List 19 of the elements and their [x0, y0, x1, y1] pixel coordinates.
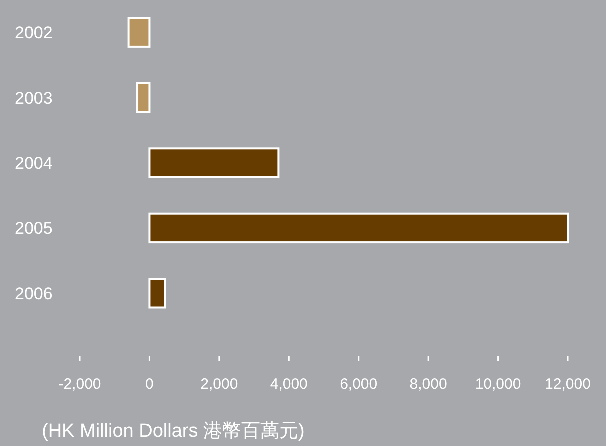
y-tick-label: 2005 [15, 219, 53, 238]
x-tick-label: -2,000 [58, 376, 102, 393]
x-tick-label: 0 [146, 376, 154, 393]
bar [148, 212, 569, 244]
y-tick-label: 2002 [15, 24, 53, 43]
bar [136, 82, 151, 114]
bar [148, 148, 280, 178]
y-tick-label: 2006 [15, 284, 53, 304]
x-tick-label: 6,000 [340, 376, 378, 393]
y-tick-label: 2004 [15, 154, 53, 173]
x-tick-label: 8,000 [410, 376, 448, 393]
x-axis-title: (HK Million Dollars 港幣百萬元) [42, 421, 305, 442]
x-tick-label: 2,000 [200, 376, 238, 393]
y-tick-label: 2003 [15, 88, 53, 108]
x-tick-label: 10,000 [475, 376, 522, 393]
bar [128, 17, 151, 48]
x-tick-label: 4,000 [270, 376, 308, 393]
x-tick-label: 12,000 [545, 376, 591, 393]
bar [148, 278, 166, 309]
